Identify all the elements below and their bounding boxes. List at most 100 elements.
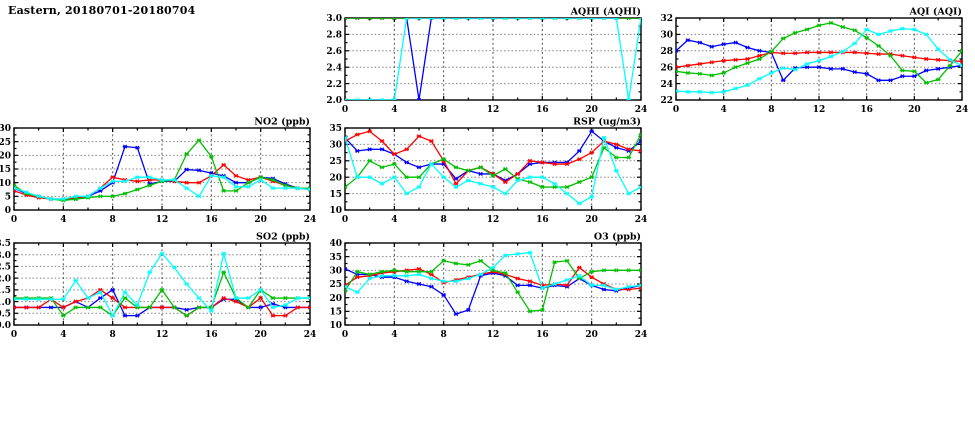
x-tick-label: 24 bbox=[635, 215, 648, 225]
y-tick-label: 20 bbox=[0, 152, 11, 162]
x-tick-label: 0 bbox=[342, 330, 348, 340]
x-tick-label: 8 bbox=[768, 105, 774, 115]
data-point-marker bbox=[392, 152, 397, 157]
data-point-marker bbox=[564, 258, 570, 263]
data-point-marker bbox=[221, 188, 226, 193]
data-point-marker bbox=[540, 160, 545, 165]
x-tick-label: 0 bbox=[11, 330, 17, 340]
data-point-marker bbox=[638, 283, 641, 288]
data-point-marker bbox=[110, 175, 115, 180]
data-point-marker bbox=[24, 297, 29, 302]
data-point-marker bbox=[429, 162, 434, 167]
data-point-marker bbox=[478, 171, 483, 176]
x-tick-label: 4 bbox=[721, 105, 727, 115]
data-point-marker bbox=[122, 179, 128, 184]
data-point-marker bbox=[379, 18, 385, 21]
data-point-marker bbox=[196, 138, 202, 143]
data-point-marker bbox=[577, 18, 582, 21]
data-point-marker bbox=[48, 197, 54, 202]
data-point-marker bbox=[355, 18, 360, 21]
data-point-marker bbox=[98, 305, 103, 310]
x-tick-label: 20 bbox=[908, 105, 921, 115]
data-point-marker bbox=[947, 63, 953, 68]
data-point-marker bbox=[135, 179, 140, 184]
data-point-marker bbox=[816, 58, 822, 63]
data-point-marker bbox=[404, 175, 409, 180]
data-point-marker bbox=[172, 305, 177, 310]
data-point-marker bbox=[159, 251, 165, 256]
data-point-marker bbox=[912, 27, 917, 32]
data-point-marker bbox=[453, 165, 459, 170]
data-point-marker bbox=[876, 52, 881, 57]
data-point-marker bbox=[404, 269, 409, 274]
data-point-marker bbox=[638, 132, 641, 137]
data-point-marker bbox=[404, 191, 409, 196]
data-point-marker bbox=[589, 194, 594, 199]
data-point-marker bbox=[540, 184, 545, 190]
data-point-marker bbox=[626, 191, 631, 196]
data-point-marker bbox=[48, 297, 54, 302]
y-tick-label: 22 bbox=[660, 96, 673, 106]
x-tick-label: 4 bbox=[391, 105, 397, 115]
data-point-marker bbox=[392, 268, 397, 273]
data-point-marker bbox=[816, 23, 822, 28]
data-point-marker bbox=[638, 268, 641, 273]
data-point-marker bbox=[757, 76, 762, 81]
data-point-marker bbox=[345, 184, 348, 190]
data-point-marker bbox=[135, 175, 140, 180]
data-point-marker bbox=[601, 18, 607, 21]
data-point-marker bbox=[147, 175, 152, 180]
data-point-marker bbox=[935, 47, 941, 52]
data-point-marker bbox=[345, 284, 348, 289]
data-point-marker bbox=[540, 18, 545, 21]
data-point-marker bbox=[515, 18, 520, 21]
data-point-marker bbox=[345, 97, 348, 100]
data-point-marker bbox=[221, 162, 226, 167]
data-point-marker bbox=[85, 305, 91, 310]
series-group-rsp bbox=[345, 129, 641, 206]
data-point-marker bbox=[638, 18, 641, 21]
data-point-marker bbox=[540, 175, 545, 180]
data-point-marker bbox=[98, 194, 103, 199]
data-point-marker bbox=[233, 188, 239, 193]
data-point-marker bbox=[935, 66, 941, 71]
data-point-marker bbox=[876, 78, 881, 83]
data-point-marker bbox=[697, 61, 703, 66]
data-point-marker bbox=[98, 186, 103, 191]
y-tick-label: 2.0 bbox=[326, 96, 342, 106]
data-point-marker bbox=[757, 48, 762, 53]
y-tick-label: 10 bbox=[0, 179, 11, 189]
data-point-marker bbox=[614, 145, 619, 150]
y-tick-label: 15 bbox=[329, 190, 342, 200]
y-tick-label: 10 bbox=[329, 206, 342, 216]
data-point-marker bbox=[564, 277, 570, 282]
data-point-marker bbox=[780, 51, 786, 56]
data-point-marker bbox=[721, 89, 726, 94]
data-point-marker bbox=[416, 281, 422, 287]
data-point-marker bbox=[246, 180, 251, 185]
series-group-aqhi bbox=[345, 18, 641, 100]
x-tick-label: 24 bbox=[304, 330, 317, 340]
data-point-marker bbox=[379, 147, 385, 152]
data-point-marker bbox=[196, 295, 202, 301]
data-point-marker bbox=[98, 295, 103, 301]
data-point-marker bbox=[769, 70, 774, 76]
data-point-marker bbox=[159, 287, 165, 292]
data-point-marker bbox=[36, 297, 41, 302]
x-tick-label: 8 bbox=[110, 330, 116, 340]
data-point-marker bbox=[527, 250, 533, 255]
x-tick-label: 8 bbox=[441, 215, 447, 225]
y-tick-label: 30 bbox=[0, 124, 11, 134]
data-point-marker bbox=[283, 186, 288, 191]
data-point-marker bbox=[98, 290, 103, 295]
data-point-marker bbox=[900, 68, 905, 73]
data-point-marker bbox=[490, 18, 496, 21]
data-point-marker bbox=[416, 165, 422, 170]
data-point-marker bbox=[258, 305, 263, 310]
data-point-marker bbox=[552, 18, 557, 21]
data-point-marker bbox=[515, 276, 520, 281]
panel-title-aqi: AQI (AQI) bbox=[909, 7, 962, 18]
data-point-marker bbox=[122, 290, 128, 295]
data-point-marker bbox=[295, 295, 300, 301]
y-tick-label: 20 bbox=[329, 173, 342, 183]
